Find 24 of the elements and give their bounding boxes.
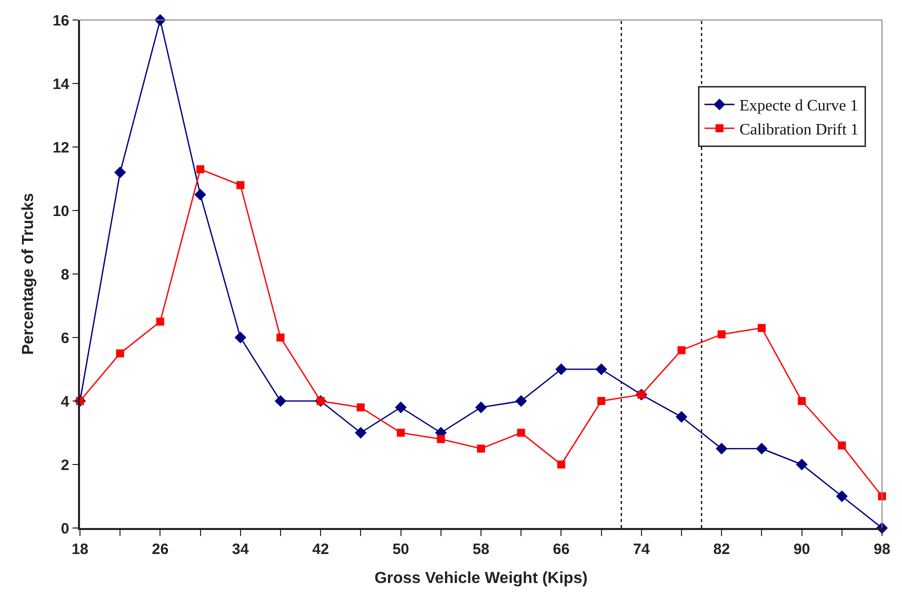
y-tick-label: 4 (60, 393, 70, 410)
x-tick-label: 82 (713, 540, 730, 558)
x-tick-label: 90 (793, 540, 810, 558)
x-tick-label: 58 (472, 540, 490, 558)
y-tick-label: 12 (52, 139, 70, 156)
x-tick-label: 50 (392, 540, 410, 558)
x-tick-label: 66 (552, 540, 570, 558)
legend-label: Expecte d Curve 1 (739, 98, 858, 115)
y-tick-label: 2 (60, 456, 70, 474)
legend-label: Calibration Drift 1 (739, 121, 859, 138)
y-tick-label: 16 (52, 12, 70, 30)
y-tick-label: 10 (52, 202, 70, 220)
y-tick-label: 6 (60, 330, 70, 347)
y-tick-label: 8 (60, 266, 70, 284)
y-axis-title: Percentage of Trucks (20, 192, 37, 355)
x-tick-label: 18 (72, 540, 88, 558)
x-tick-label: 26 (152, 540, 169, 558)
y-tick-label: 0 (60, 520, 70, 538)
x-tick-label: 34 (232, 540, 250, 558)
y-tick-label: 14 (52, 76, 70, 93)
x-tick-label: 98 (874, 540, 890, 558)
x-axis-title: Gross Vehicle Weight (Kips) (374, 570, 588, 587)
x-tick-label: 42 (312, 540, 329, 558)
x-tick-label: 74 (633, 540, 650, 558)
